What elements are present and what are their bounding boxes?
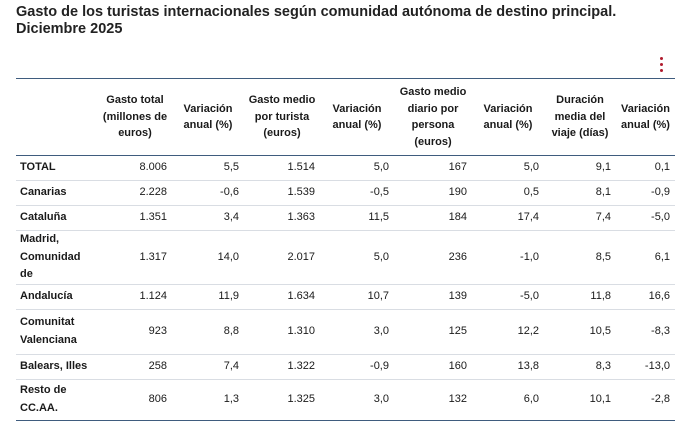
header-cell-variacion-gasto-medio: Variación anual (%) <box>320 78 394 156</box>
table-cell-gasto-medio-turista: 1.363 <box>244 205 320 231</box>
table-cell-variacion-gasto-total: -0,6 <box>172 180 244 206</box>
table-cell-duracion-media: 8,3 <box>544 354 616 380</box>
table-row: Balears, Illes 258 7,4 1.322 -0,9 160 13,8 8,3-… <box>16 354 675 380</box>
table-cell-variacion-gasto-medio: 5,0 <box>320 155 394 181</box>
table-cell-variacion-gasto-medio: 3,0 <box>320 309 394 355</box>
table-body: TOTAL 8.006 5,5 1.514 5,0 167 5,0 9,1 0,1 Canaria… <box>16 155 675 421</box>
table-cell-variacion-gasto-medio: -0,9 <box>320 354 394 380</box>
table-cell-region: Comunitat Valenciana <box>16 309 98 355</box>
table-cell-duracion-media: 10,1 <box>544 379 616 421</box>
table-cell-gasto-total: 923 <box>98 309 172 355</box>
table-row: Comunitat Valenciana 923 8,8 1.310 3,0 125 12,… <box>16 309 675 355</box>
header-cell-variacion-gasto-diario: Variación anual (%) <box>472 78 544 156</box>
table-cell-gasto-total: 8.006 <box>98 155 172 181</box>
table-cell-gasto-medio-turista: 1.322 <box>244 354 320 380</box>
table-row: Canarias 2.228 -0,6 1.539 -0,5 190 0,5 8,1 -0,9 <box>16 180 675 206</box>
table-row: Resto de CC.AA. 806 1,3 1.325 3,0 132 6,0 10,1-… <box>16 379 675 421</box>
table-cell-gasto-medio-diario: 125 <box>394 309 472 355</box>
table-row: Madrid, Comunidad de 1.317 14,0 2.017 5,0 236… <box>16 230 675 285</box>
table-cell-gasto-medio-turista: 1.634 <box>244 284 320 310</box>
table-cell-variacion-duracion: -5,0 <box>616 205 675 231</box>
table-cell-variacion-gasto-total: 7,4 <box>172 354 244 380</box>
table-cell-variacion-gasto-total: 1,3 <box>172 379 244 421</box>
table-cell-variacion-gasto-diario: 0,5 <box>472 180 544 206</box>
table-cell-gasto-medio-diario: 160 <box>394 354 472 380</box>
table-cell-gasto-total: 2.228 <box>98 180 172 206</box>
table-cell-region: Madrid, Comunidad de <box>16 230 98 285</box>
table-cell-variacion-gasto-medio: 10,7 <box>320 284 394 310</box>
table-cell-variacion-gasto-diario: 6,0 <box>472 379 544 421</box>
table-cell-variacion-duracion: 6,1 <box>616 230 675 285</box>
page-title: Gasto de los turistas internacionales se… <box>16 4 617 37</box>
table-cell-variacion-duracion: -0,9 <box>616 180 675 206</box>
table-cell-gasto-medio-diario: 184 <box>394 205 472 231</box>
kebab-menu-icon[interactable] <box>656 56 668 74</box>
table-cell-variacion-gasto-medio: 5,0 <box>320 230 394 285</box>
table-cell-variacion-gasto-diario: -1,0 <box>472 230 544 285</box>
header-cell-region <box>16 78 98 156</box>
table-cell-duracion-media: 10,5 <box>544 309 616 355</box>
table-cell-variacion-gasto-diario: 12,2 <box>472 309 544 355</box>
table-cell-duracion-media: 11,8 <box>544 284 616 310</box>
table-cell-region: Resto de CC.AA. <box>16 379 98 421</box>
table-cell-variacion-gasto-medio: 11,5 <box>320 205 394 231</box>
table-cell-duracion-media: 8,1 <box>544 180 616 206</box>
table-cell-region: TOTAL <box>16 155 98 181</box>
table-cell-gasto-medio-diario: 190 <box>394 180 472 206</box>
table-cell-gasto-medio-diario: 167 <box>394 155 472 181</box>
header-cell-gasto-medio-turista: Gasto medio por turista (euros) <box>244 78 320 156</box>
table-cell-variacion-gasto-diario: 5,0 <box>472 155 544 181</box>
table-cell-variacion-gasto-diario: -5,0 <box>472 284 544 310</box>
table-cell-region: Balears, Illes <box>16 354 98 380</box>
table-row: Cataluña 1.351 3,4 1.363 11,5 184 17,4 7,4 -5,0 <box>16 205 675 231</box>
header-cell-duracion-media: Duración media del viaje (días) <box>544 78 616 156</box>
table-row: Andalucía 1.124 11,9 1.634 10,7 139 -5,0 11,8 16… <box>16 284 675 310</box>
table-cell-variacion-duracion: -2,8 <box>616 379 675 421</box>
table-cell-gasto-total: 1.351 <box>98 205 172 231</box>
table-cell-gasto-medio-diario: 236 <box>394 230 472 285</box>
table-cell-variacion-gasto-total: 8,8 <box>172 309 244 355</box>
table-cell-duracion-media: 8,5 <box>544 230 616 285</box>
table-cell-gasto-medio-turista: 1.514 <box>244 155 320 181</box>
table-cell-variacion-gasto-total: 3,4 <box>172 205 244 231</box>
table-cell-variacion-gasto-medio: 3,0 <box>320 379 394 421</box>
header-cell-gasto-medio-diario: Gasto medio diario por persona (euros) <box>394 78 472 156</box>
table-cell-gasto-medio-diario: 139 <box>394 284 472 310</box>
header-cell-gasto-total: Gasto total (millones de euros) <box>98 78 172 156</box>
table-cell-variacion-gasto-total: 11,9 <box>172 284 244 310</box>
table-cell-gasto-medio-turista: 1.539 <box>244 180 320 206</box>
table-cell-duracion-media: 7,4 <box>544 205 616 231</box>
header-cell-variacion-gasto-total: Variación anual (%) <box>172 78 244 156</box>
table-row: TOTAL 8.006 5,5 1.514 5,0 167 5,0 9,1 0,1 <box>16 155 675 181</box>
table-cell-variacion-duracion: -13,0 <box>616 354 675 380</box>
table-cell-variacion-gasto-total: 14,0 <box>172 230 244 285</box>
table-cell-duracion-media: 9,1 <box>544 155 616 181</box>
table-cell-variacion-gasto-total: 5,5 <box>172 155 244 181</box>
table-cell-gasto-total: 258 <box>98 354 172 380</box>
header-cell-variacion-duracion: Variación anual (%) <box>616 78 675 156</box>
table-cell-variacion-duracion: 16,6 <box>616 284 675 310</box>
table-cell-gasto-medio-turista: 2.017 <box>244 230 320 285</box>
table-cell-region: Andalucía <box>16 284 98 310</box>
table-cell-gasto-total: 806 <box>98 379 172 421</box>
table-cell-gasto-medio-turista: 1.310 <box>244 309 320 355</box>
table-cell-region: Cataluña <box>16 205 98 231</box>
table-cell-variacion-duracion: 0,1 <box>616 155 675 181</box>
table-header: Gasto total (millones de euros) Variació… <box>16 78 675 156</box>
table-cell-gasto-total: 1.317 <box>98 230 172 285</box>
table-cell-gasto-medio-turista: 1.325 <box>244 379 320 421</box>
data-table: Gasto total (millones de euros) Variació… <box>16 78 675 421</box>
table-cell-variacion-gasto-medio: -0,5 <box>320 180 394 206</box>
table-cell-variacion-gasto-diario: 17,4 <box>472 205 544 231</box>
table-cell-gasto-medio-diario: 132 <box>394 379 472 421</box>
table-cell-variacion-gasto-diario: 13,8 <box>472 354 544 380</box>
table-cell-variacion-duracion: -8,3 <box>616 309 675 355</box>
table-cell-gasto-total: 1.124 <box>98 284 172 310</box>
table-cell-region: Canarias <box>16 180 98 206</box>
